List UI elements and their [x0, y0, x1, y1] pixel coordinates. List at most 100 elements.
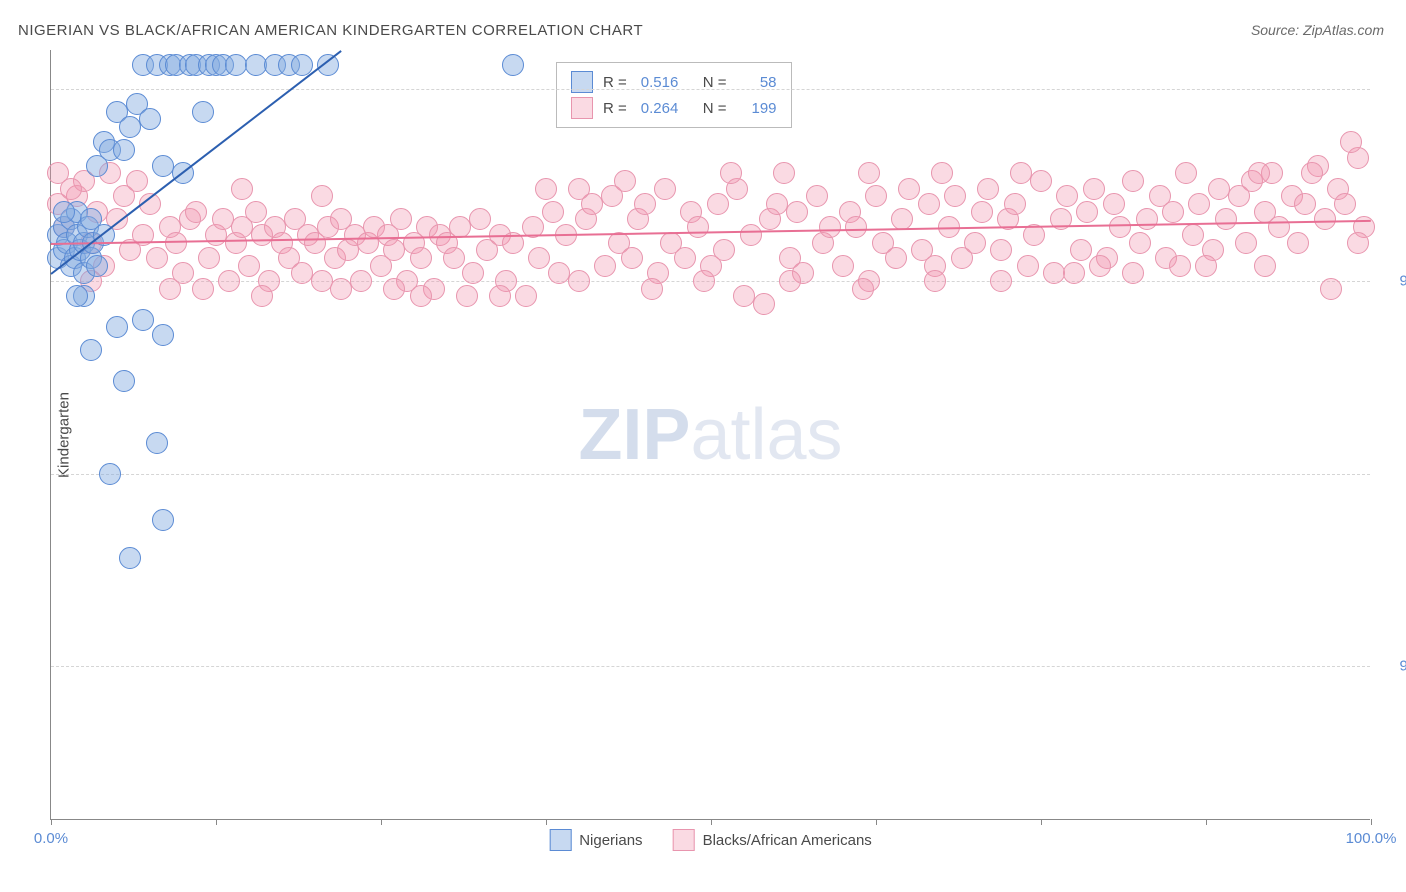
data-point	[885, 247, 907, 269]
data-point	[291, 262, 313, 284]
x-tick	[1041, 819, 1042, 825]
data-point	[113, 370, 135, 392]
data-point	[964, 232, 986, 254]
data-point	[1103, 193, 1125, 215]
data-point	[515, 285, 537, 307]
data-point	[1294, 193, 1316, 215]
legend-swatch	[673, 829, 695, 851]
data-point	[773, 162, 795, 184]
grid-line	[51, 666, 1370, 667]
data-point	[1268, 216, 1290, 238]
data-point	[1083, 178, 1105, 200]
data-point	[390, 208, 412, 230]
data-point	[311, 185, 333, 207]
data-point	[674, 247, 696, 269]
data-point	[192, 101, 214, 123]
data-point	[60, 178, 82, 200]
data-point	[311, 270, 333, 292]
plot-area: Kindergarten ZIPatlas R =0.516N =58R =0.…	[50, 50, 1370, 820]
series-legend-label: Blacks/African Americans	[703, 832, 872, 849]
data-point	[1010, 162, 1032, 184]
data-point	[858, 162, 880, 184]
x-tick-label: 0.0%	[34, 830, 68, 847]
data-point	[977, 178, 999, 200]
data-point	[1320, 278, 1342, 300]
legend-r-label: R =	[603, 100, 627, 117]
data-point	[238, 255, 260, 277]
data-point	[971, 201, 993, 223]
data-point	[410, 247, 432, 269]
legend-swatch	[571, 97, 593, 119]
data-point	[1129, 232, 1151, 254]
data-point	[1347, 232, 1369, 254]
y-tick-label: 97.5%	[1382, 273, 1406, 290]
data-point	[535, 178, 557, 200]
data-point	[410, 285, 432, 307]
data-point	[198, 247, 220, 269]
data-point	[139, 108, 161, 130]
data-point	[1235, 232, 1257, 254]
data-point	[225, 54, 247, 76]
legend-row: R =0.516N =58	[571, 69, 777, 95]
data-point	[1188, 193, 1210, 215]
data-point	[350, 270, 372, 292]
data-point	[456, 285, 478, 307]
x-tick	[1371, 819, 1372, 825]
data-point	[1334, 193, 1356, 215]
data-point	[1136, 208, 1158, 230]
data-point	[786, 201, 808, 223]
data-point	[489, 285, 511, 307]
data-point	[1109, 216, 1131, 238]
data-point	[462, 262, 484, 284]
data-point	[845, 216, 867, 238]
data-point	[212, 208, 234, 230]
data-point	[80, 339, 102, 361]
data-point	[146, 432, 168, 454]
series-legend-item: Blacks/African Americans	[673, 829, 872, 851]
data-point	[251, 285, 273, 307]
data-point	[1208, 178, 1230, 200]
data-point	[330, 278, 352, 300]
legend-n-label: N =	[703, 100, 727, 117]
data-point	[819, 216, 841, 238]
data-point	[152, 509, 174, 531]
data-point	[931, 162, 953, 184]
source-attribution: Source: ZipAtlas.com	[1251, 22, 1384, 38]
x-tick	[546, 819, 547, 825]
x-tick	[381, 819, 382, 825]
data-point	[687, 216, 709, 238]
data-point	[1004, 193, 1026, 215]
data-point	[1076, 201, 1098, 223]
data-point	[469, 208, 491, 230]
x-tick-label: 100.0%	[1346, 830, 1397, 847]
data-point	[542, 201, 564, 223]
data-point	[245, 201, 267, 223]
data-point	[1056, 185, 1078, 207]
data-point	[713, 239, 735, 261]
y-axis-title: Kindergarten	[55, 392, 72, 478]
data-point	[621, 247, 643, 269]
data-point	[990, 239, 1012, 261]
data-point	[1195, 255, 1217, 277]
data-point	[594, 255, 616, 277]
data-point	[740, 224, 762, 246]
x-tick	[711, 819, 712, 825]
series-legend-item: Nigerians	[549, 829, 642, 851]
data-point	[119, 547, 141, 569]
data-point	[614, 170, 636, 192]
data-point	[383, 239, 405, 261]
watermark-light: atlas	[690, 395, 842, 475]
data-point	[86, 255, 108, 277]
data-point	[146, 247, 168, 269]
data-point	[218, 270, 240, 292]
data-point	[568, 270, 590, 292]
data-point	[654, 178, 676, 200]
x-tick	[216, 819, 217, 825]
data-point	[1254, 255, 1276, 277]
data-point	[383, 278, 405, 300]
data-point	[806, 185, 828, 207]
watermark-bold: ZIP	[578, 395, 690, 475]
data-point	[1162, 201, 1184, 223]
data-point	[152, 155, 174, 177]
series-legend-label: Nigerians	[579, 832, 642, 849]
